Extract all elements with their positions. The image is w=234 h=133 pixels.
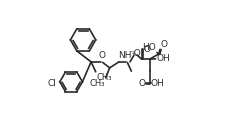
Text: CH₃: CH₃ bbox=[96, 73, 112, 82]
Text: O: O bbox=[139, 79, 146, 88]
Text: OH: OH bbox=[156, 54, 170, 63]
Text: Cl: Cl bbox=[48, 79, 56, 88]
Text: O: O bbox=[98, 51, 105, 60]
Text: O: O bbox=[144, 45, 151, 54]
Text: HO: HO bbox=[143, 43, 156, 52]
Text: CH₃: CH₃ bbox=[90, 79, 105, 88]
Text: OH: OH bbox=[151, 79, 165, 88]
Text: O: O bbox=[160, 40, 167, 49]
Text: NH⁺: NH⁺ bbox=[118, 51, 136, 60]
Text: ⁻O: ⁻O bbox=[129, 49, 141, 58]
